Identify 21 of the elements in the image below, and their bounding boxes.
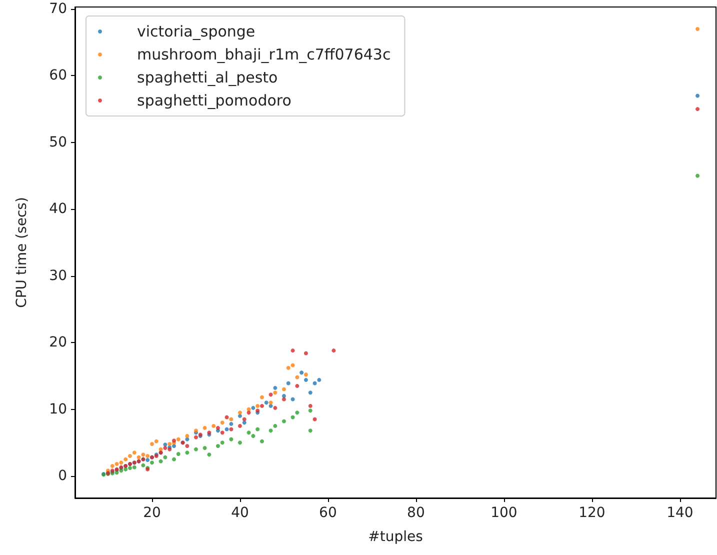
y-tick-label: 60 <box>49 68 67 84</box>
y-tick-label: 10 <box>49 401 67 418</box>
legend-label: spaghetti_al_pesto <box>137 68 278 86</box>
y-tick-label: 30 <box>49 268 67 284</box>
x-tick-label: 140 <box>666 505 694 521</box>
y-tick-label: 40 <box>49 201 67 218</box>
y-tick-label: 0 <box>58 468 67 484</box>
x-tick-label: 40 <box>231 505 249 521</box>
legend-label: victoria_sponge <box>137 22 256 40</box>
legend-label: spaghetti_pomodoro <box>137 92 292 110</box>
x-tick-label: 80 <box>407 505 425 521</box>
y-tick-label: 70 <box>49 1 67 17</box>
y-tick-label: 50 <box>49 134 67 150</box>
y-tick-label: 20 <box>49 334 67 351</box>
x-tick-label: 120 <box>578 505 606 521</box>
x-tick-label: 20 <box>143 505 161 521</box>
legend-label: mushroom_bhaji_r1m_c7ff07643c <box>137 46 391 64</box>
x-tick-label: 100 <box>490 505 518 521</box>
y-axis-title: CPU time (secs) <box>14 197 30 308</box>
x-tick-label: 60 <box>319 505 337 521</box>
x-axis-title: #tuples <box>368 529 423 545</box>
